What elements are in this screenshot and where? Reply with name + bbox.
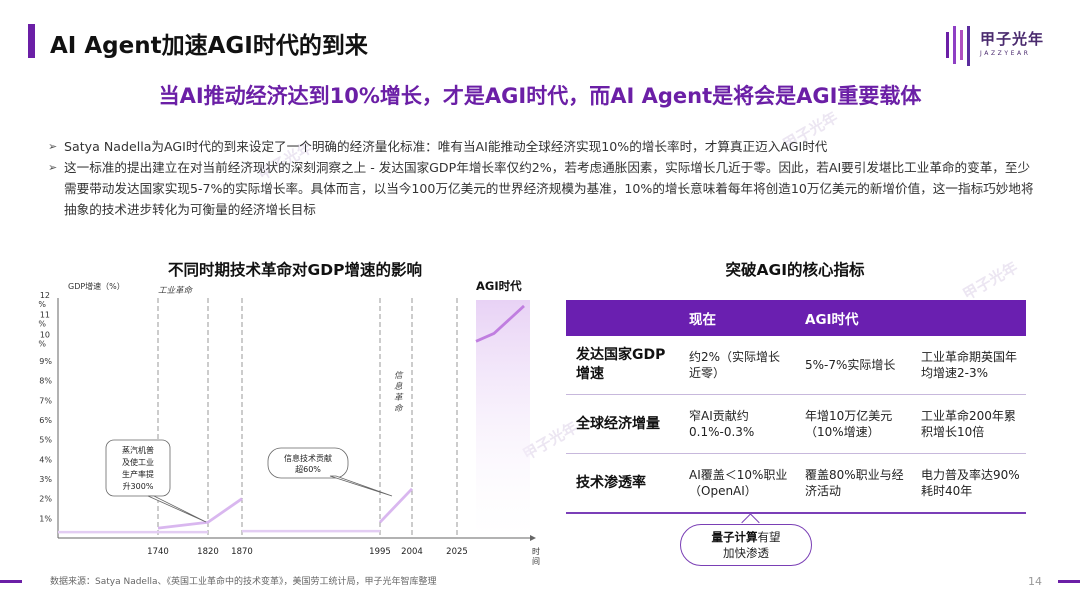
- brand-logo: 甲子光年 JAZZYEAR: [944, 24, 1064, 74]
- cell-now: AI覆盖＜10%职业（OpenAI）: [679, 453, 795, 514]
- x-axis-label-2: 间: [532, 557, 540, 566]
- annotation-steam-text: 蒸汽机普: [122, 445, 154, 455]
- cell-agi: 覆盖80%职业与经济活动: [795, 453, 911, 514]
- cell-ref: 工业革命200年累积增长10倍: [911, 394, 1026, 454]
- page-number: 14: [1028, 575, 1042, 588]
- logo-bars-icon: [946, 26, 970, 66]
- y-tick-percent: %: [38, 339, 46, 348]
- title-accent-bar: [28, 24, 35, 58]
- quantum-callout: 量子计算有望 加快渗透: [680, 524, 812, 566]
- bullet-text: Satya Nadella为AGI时代的到来设定了一个明确的经济量化标准：唯有当…: [64, 139, 828, 154]
- period-label-info-char: 息: [394, 381, 403, 392]
- y-tick-label: 9%: [39, 357, 52, 366]
- y-tick-label: 4%: [39, 455, 52, 464]
- cell-ref: 工业革命期英国年均增速2-3%: [911, 336, 1026, 395]
- table-row: 全球经济增量 窄AI贡献约0.1%-0.3% 年增10万亿美元（10%增速） 工…: [566, 394, 1026, 454]
- cell-agi: 5%-7%实际增长: [795, 336, 911, 395]
- y-tick-label: 5%: [39, 436, 52, 445]
- y-tick-label: 3%: [39, 475, 52, 484]
- headline: 当AI推动经济达到10%增长，才是AGI时代，而AI Agent是将会是AGI重…: [158, 84, 922, 108]
- x-tick-label: 1995: [369, 547, 391, 557]
- y-tick-label: 1%: [39, 514, 52, 523]
- callout-bold-text: 量子计算: [711, 530, 758, 544]
- agi-indicator-table: 现在 AGI时代 发达国家GDP增速 约2%（实际增长近零） 5%-7%实际增长…: [566, 300, 1026, 514]
- bullet-1: ➢ Satya Nadella为AGI时代的到来设定了一个明确的经济量化标准：唯…: [48, 136, 1038, 157]
- y-tick-label: 6%: [39, 416, 52, 425]
- y-tick-label: 11: [40, 311, 50, 320]
- period-label-info-char: 信: [394, 370, 404, 381]
- x-tick-label: 1820: [197, 547, 219, 557]
- period-label-info-char: 革: [394, 392, 404, 403]
- series-line-industrial: [157, 497, 243, 530]
- table-header-row: 现在 AGI时代: [566, 300, 1026, 336]
- bullet-2: ➢ 这一标准的提出建立在对当前经济现状的深刻洞察之上 - 发达国家GDP年增长率…: [48, 157, 1038, 220]
- x-tick-label: 1740: [147, 547, 169, 557]
- annotation-steam-text: 及使工业: [122, 457, 154, 467]
- annotation-steam-pointer: [147, 495, 207, 523]
- logo-text-en: JAZZYEAR: [980, 50, 1031, 57]
- page-title: AI Agent加速AGI时代的到来: [50, 33, 368, 59]
- row-label: 发达国家GDP增速: [566, 336, 679, 395]
- row-label: 技术渗透率: [566, 453, 679, 514]
- x-tick-label: 1870: [231, 547, 253, 557]
- chart-section-title: 不同时期技术革命对GDP增速的影响: [168, 261, 422, 279]
- table-row: 发达国家GDP增速 约2%（实际增长近零） 5%-7%实际增长 工业革命期英国年…: [566, 336, 1026, 395]
- series-line-information: [378, 487, 414, 524]
- header-cell: [911, 300, 1026, 336]
- table-row: 技术渗透率 AI覆盖＜10%职业（OpenAI） 覆盖80%职业与经济活动 电力…: [566, 453, 1026, 514]
- arrow-bullet-icon: ➢: [48, 140, 58, 153]
- cell-now: 窄AI贡献约0.1%-0.3%: [679, 394, 795, 454]
- y-tick-percent: %: [38, 320, 46, 329]
- series-line-agi: [475, 304, 525, 343]
- x-axis-label-1: 时: [532, 546, 540, 556]
- cell-now: 约2%（实际增长近零）: [679, 336, 795, 395]
- annotation-info-text: 超60%: [295, 464, 321, 474]
- arrow-bullet-icon: ➢: [48, 161, 58, 174]
- y-tick-label: 2%: [39, 495, 52, 504]
- y-axis-label: GDP增速（%）: [68, 281, 125, 291]
- annotation-steam-box: [105, 439, 171, 497]
- y-tick-percent: %: [38, 300, 46, 309]
- y-tick-label: 7%: [39, 396, 52, 405]
- period-label-info-char: 命: [394, 403, 404, 414]
- annotation-steam-text: 升300%: [123, 482, 154, 491]
- x-tick-label: 2025: [446, 547, 468, 557]
- footer-accent-left: [0, 580, 22, 583]
- y-tick-label: 12: [40, 291, 50, 300]
- logo-text-cn: 甲子光年: [980, 30, 1045, 48]
- bullet-text: 这一标准的提出建立在对当前经济现状的深刻洞察之上 - 发达国家GDP年增长率仅约…: [64, 160, 1034, 217]
- annotation-info-pointer: [329, 475, 393, 497]
- source-note: 数据来源：Satya Nadella、《英国工业革命中的技术变革》，美国劳工统计…: [50, 577, 437, 587]
- row-label: 全球经济增量: [566, 394, 679, 454]
- gdp-growth-chart: GDP增速（%）1%2%3%4%5%6%7%8%9%10%11%12%1740 1…: [38, 279, 540, 566]
- period-label-industrial: 工业革命: [158, 285, 194, 296]
- y-tick-label: 8%: [39, 377, 52, 386]
- annotation-info-text: 信息技术贡献: [284, 453, 332, 463]
- header-cell: AGI时代: [795, 300, 911, 336]
- callout-text-line2: 加快渗透: [723, 546, 769, 560]
- footer-accent-right: [1058, 580, 1080, 583]
- annotation-info-box: [267, 447, 349, 479]
- period-label-agi: AGI时代: [476, 279, 522, 293]
- callout-text: 有望: [757, 530, 781, 544]
- table-section-title: 突破AGI的核心指标: [725, 261, 865, 279]
- agi-era-region: [476, 300, 530, 538]
- cell-ref: 电力普及率达90%耗时40年: [911, 453, 1026, 514]
- x-tick-label: 2004: [401, 547, 423, 557]
- annotation-steam-text: 生产率提: [122, 469, 154, 479]
- header-cell: 现在: [679, 300, 795, 336]
- x-axis-arrow: [530, 535, 536, 541]
- y-tick-label: 10: [40, 330, 50, 339]
- cell-agi: 年增10万亿美元（10%增速）: [795, 394, 911, 454]
- header-cell: [566, 300, 679, 336]
